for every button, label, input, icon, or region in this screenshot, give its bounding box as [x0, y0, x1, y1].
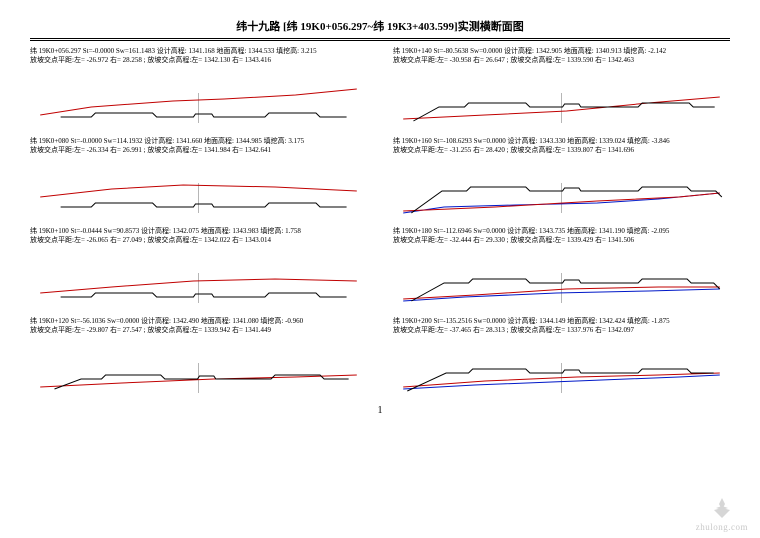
cross-section-panel: 纬 19K0+160 St=-108.6293 Sw=0.0000 设计高程: …: [393, 137, 730, 221]
rule-bottom: [30, 40, 730, 41]
cross-section-chart: [393, 67, 730, 131]
cross-section-panel: 纬 19K0+120 St=-56.1036 Sw=0.0000 设计高程: 1…: [30, 317, 367, 401]
meta-line-2: 放坡交点平距:左= -32.444 右= 29.330 ; 放坡交点高程:左= …: [393, 236, 730, 245]
panel-meta: 纬 19K0+100 St=-0.0444 Sw=90.8573 设计高程: 1…: [30, 227, 367, 247]
cross-section-chart: [30, 337, 367, 401]
cross-section-panel: 纬 19K0+100 St=-0.0444 Sw=90.8573 设计高程: 1…: [30, 227, 367, 311]
watermark: zhulong.com: [696, 496, 748, 532]
cross-section-chart: [393, 157, 730, 221]
panel-meta: 纬 19K0+140 St=-80.5638 Sw=0.0000 设计高程: 1…: [393, 47, 730, 67]
meta-line-2: 放坡交点平距:左= -30.958 右= 26.647 ; 放坡交点高程:左= …: [393, 56, 730, 65]
meta-line-2: 放坡交点平距:左= -26.334 右= 26.991 ; 放坡交点高程:左= …: [30, 146, 367, 155]
meta-line-2: 放坡交点平距:左= -29.807 右= 27.547 ; 放坡交点高程:左= …: [30, 326, 367, 335]
panel-meta: 纬 19K0+200 St=-135.2516 Sw=0.0000 设计高程: …: [393, 317, 730, 337]
panel-meta: 纬 19K0+120 St=-56.1036 Sw=0.0000 设计高程: 1…: [30, 317, 367, 337]
cross-section-panel: 纬 19K0+056.297 St=-0.0000 Sw=161.1483 设计…: [30, 47, 367, 131]
panel-grid: 纬 19K0+056.297 St=-0.0000 Sw=161.1483 设计…: [30, 47, 730, 401]
cross-section-panel: 纬 19K0+200 St=-135.2516 Sw=0.0000 设计高程: …: [393, 317, 730, 401]
rule-top: [30, 38, 730, 39]
panel-meta: 纬 19K0+056.297 St=-0.0000 Sw=161.1483 设计…: [30, 47, 367, 67]
meta-line-2: 放坡交点平距:左= -26.065 右= 27.049 ; 放坡交点高程:左= …: [30, 236, 367, 245]
cross-section-panel: 纬 19K0+080 St=-0.0000 Sw=114.1932 设计高程: …: [30, 137, 367, 221]
cross-section-chart: [393, 247, 730, 311]
page-number: 1: [30, 405, 730, 416]
cross-section-chart: [30, 157, 367, 221]
panel-meta: 纬 19K0+180 St=-112.6946 Sw=0.0000 设计高程: …: [393, 227, 730, 247]
panel-meta: 纬 19K0+160 St=-108.6293 Sw=0.0000 设计高程: …: [393, 137, 730, 157]
meta-line-2: 放坡交点平距:左= -31.255 右= 28.420 ; 放坡交点高程:左= …: [393, 146, 730, 155]
watermark-text: zhulong.com: [696, 522, 748, 532]
page-title: 纬十九路 [纬 19K0+056.297~纬 19K3+403.599]实测横断…: [30, 18, 730, 38]
cross-section-panel: 纬 19K0+180 St=-112.6946 Sw=0.0000 设计高程: …: [393, 227, 730, 311]
cross-section-chart: [30, 247, 367, 311]
meta-line-2: 放坡交点平距:左= -26.972 右= 28.258 ; 放坡交点高程:左= …: [30, 56, 367, 65]
cross-section-chart: [393, 337, 730, 401]
meta-line-2: 放坡交点平距:左= -37.465 右= 28.313 ; 放坡交点高程:左= …: [393, 326, 730, 335]
cross-section-chart: [30, 67, 367, 131]
cross-section-panel: 纬 19K0+140 St=-80.5638 Sw=0.0000 设计高程: 1…: [393, 47, 730, 131]
panel-meta: 纬 19K0+080 St=-0.0000 Sw=114.1932 设计高程: …: [30, 137, 367, 157]
